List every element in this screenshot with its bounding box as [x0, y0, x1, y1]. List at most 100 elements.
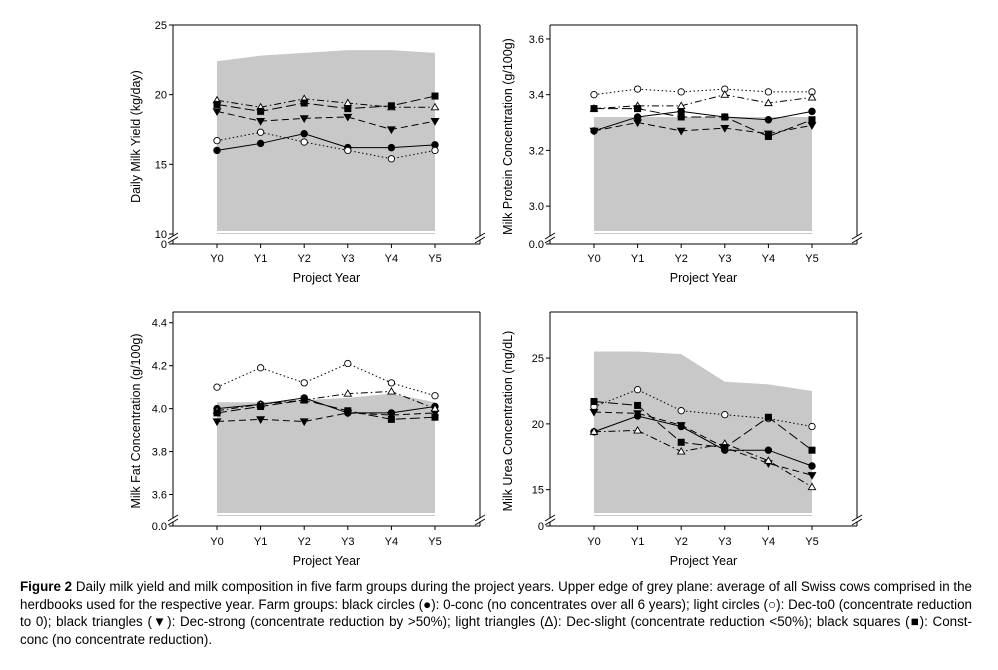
axis-break-mark — [851, 518, 863, 526]
x-tick-label: Y1 — [254, 536, 267, 548]
y-tick-label: 0 — [161, 239, 167, 251]
series-line — [594, 108, 813, 138]
series-open-triangle — [589, 90, 817, 112]
y-axis-title: Milk Protein Concentration (g/100g) — [501, 38, 515, 235]
y-tick-label: 25 — [155, 20, 167, 32]
data-point — [344, 146, 352, 155]
series-filled-square — [590, 105, 816, 140]
chart-panel-protein: 3.0 3.2 3.4 3.6 0.0 Y0 Y1 Y2 Y3 Y4 Y5 Project Year M… — [501, 24, 863, 285]
data-point — [676, 447, 686, 455]
y-tick-label: 4.2 — [152, 361, 167, 373]
data-point — [430, 102, 440, 111]
series-line — [593, 429, 813, 488]
series-line — [216, 412, 436, 423]
y-tick-label: 4.0 — [152, 404, 167, 416]
series-line — [216, 362, 436, 397]
x-tick-label: Y2 — [297, 536, 310, 548]
x-tick-label: Y1 — [631, 536, 644, 548]
axis-break-mark — [851, 514, 863, 522]
data-point — [589, 427, 599, 435]
data-point — [764, 413, 772, 421]
data-point — [386, 411, 396, 420]
y-tick-label: 0.0 — [529, 239, 544, 251]
data-point — [344, 407, 352, 415]
data-point — [300, 99, 308, 107]
axis-break-mark — [474, 232, 486, 240]
data-point — [676, 127, 686, 136]
series-open-circle — [213, 128, 439, 163]
x-axis-title: Project Year — [293, 271, 360, 285]
series-line — [593, 110, 813, 132]
x-tick-label: Y2 — [297, 253, 310, 265]
chart-panel-urea: 15 20 25 0 Y0 Y1 Y2 Y3 Y4 Y5 Project Year Milk Urea… — [501, 311, 863, 568]
grey-plane — [217, 393, 435, 516]
data-point — [676, 422, 686, 430]
x-tick-label: Y4 — [762, 536, 775, 548]
data-point — [257, 402, 265, 410]
x-tick-label: Y4 — [762, 253, 775, 265]
x-tick-label: Y4 — [385, 253, 398, 265]
series-line — [593, 415, 813, 467]
y-axis-title: Milk Urea Concentration (mg/dL) — [501, 331, 515, 512]
data-point — [256, 416, 266, 424]
series-filled-square — [590, 397, 816, 454]
series-line — [593, 94, 813, 110]
data-point — [256, 128, 265, 136]
x-tick-label: Y5 — [805, 253, 818, 265]
grey-plane — [594, 351, 812, 516]
data-point — [590, 105, 598, 113]
y-tick-label: 3.2 — [529, 145, 544, 157]
data-point — [387, 379, 396, 387]
data-point — [387, 415, 395, 423]
grey-plane — [594, 116, 812, 234]
x-tick-label: Y3 — [341, 536, 354, 548]
data-point — [764, 116, 773, 124]
data-point — [764, 132, 772, 140]
data-point — [633, 113, 642, 121]
y-tick-label: 3.8 — [152, 447, 167, 459]
y-tick-label: 3.6 — [529, 34, 544, 46]
data-point — [343, 113, 353, 122]
data-point — [300, 138, 308, 146]
data-point — [213, 409, 221, 417]
data-point — [808, 107, 816, 116]
data-point — [634, 401, 642, 409]
data-point — [764, 446, 773, 454]
chart-panel-fat: 3.6 3.8 4.0 4.2 4.4 0.0 Y0 Y1 Y2 Y3 Y4 Y5 Project Ye… — [129, 311, 486, 568]
x-tick-label: Y0 — [587, 536, 600, 548]
x-tick-label: Y3 — [341, 253, 354, 265]
y-tick-label: 15 — [532, 485, 544, 497]
caption-label: Figure 2 — [20, 579, 73, 594]
x-axis-title: Project Year — [670, 271, 737, 285]
axis-break-mark — [167, 518, 179, 526]
data-point — [633, 85, 642, 93]
data-point — [300, 379, 308, 387]
x-tick-label: Y2 — [674, 536, 687, 548]
data-point — [430, 118, 440, 126]
y-tick-label: 0.0 — [152, 521, 167, 533]
figure-panels: 10 15 20 25 0 Y0 Y1 Y2 Y3 Y4 Y5 Project Year Daily M… — [129, 20, 863, 568]
series-line — [593, 389, 813, 427]
y-tick-label: 3.0 — [529, 201, 544, 213]
data-point — [633, 386, 642, 394]
x-tick-label: Y5 — [805, 536, 818, 548]
series-filled-square — [213, 396, 439, 423]
y-tick-label: 3.6 — [152, 490, 167, 502]
data-point — [213, 136, 221, 145]
data-point — [764, 88, 773, 96]
axis-break-mark — [474, 514, 486, 522]
axis-break-mark — [544, 518, 556, 526]
x-tick-label: Y2 — [674, 253, 687, 265]
series-open-circle — [590, 85, 816, 99]
y-tick-label: 0 — [538, 521, 544, 533]
data-point — [386, 126, 396, 135]
data-point — [431, 92, 439, 100]
x-tick-label: Y4 — [385, 536, 398, 548]
series-line — [593, 88, 812, 96]
data-point — [256, 139, 265, 148]
x-tick-label: Y1 — [254, 253, 267, 265]
axis-break-mark — [474, 518, 486, 526]
data-point — [430, 404, 440, 412]
figure-caption: Figure 2 Daily milk yield and milk compo… — [20, 578, 972, 648]
series-filled-triangle — [212, 108, 440, 135]
